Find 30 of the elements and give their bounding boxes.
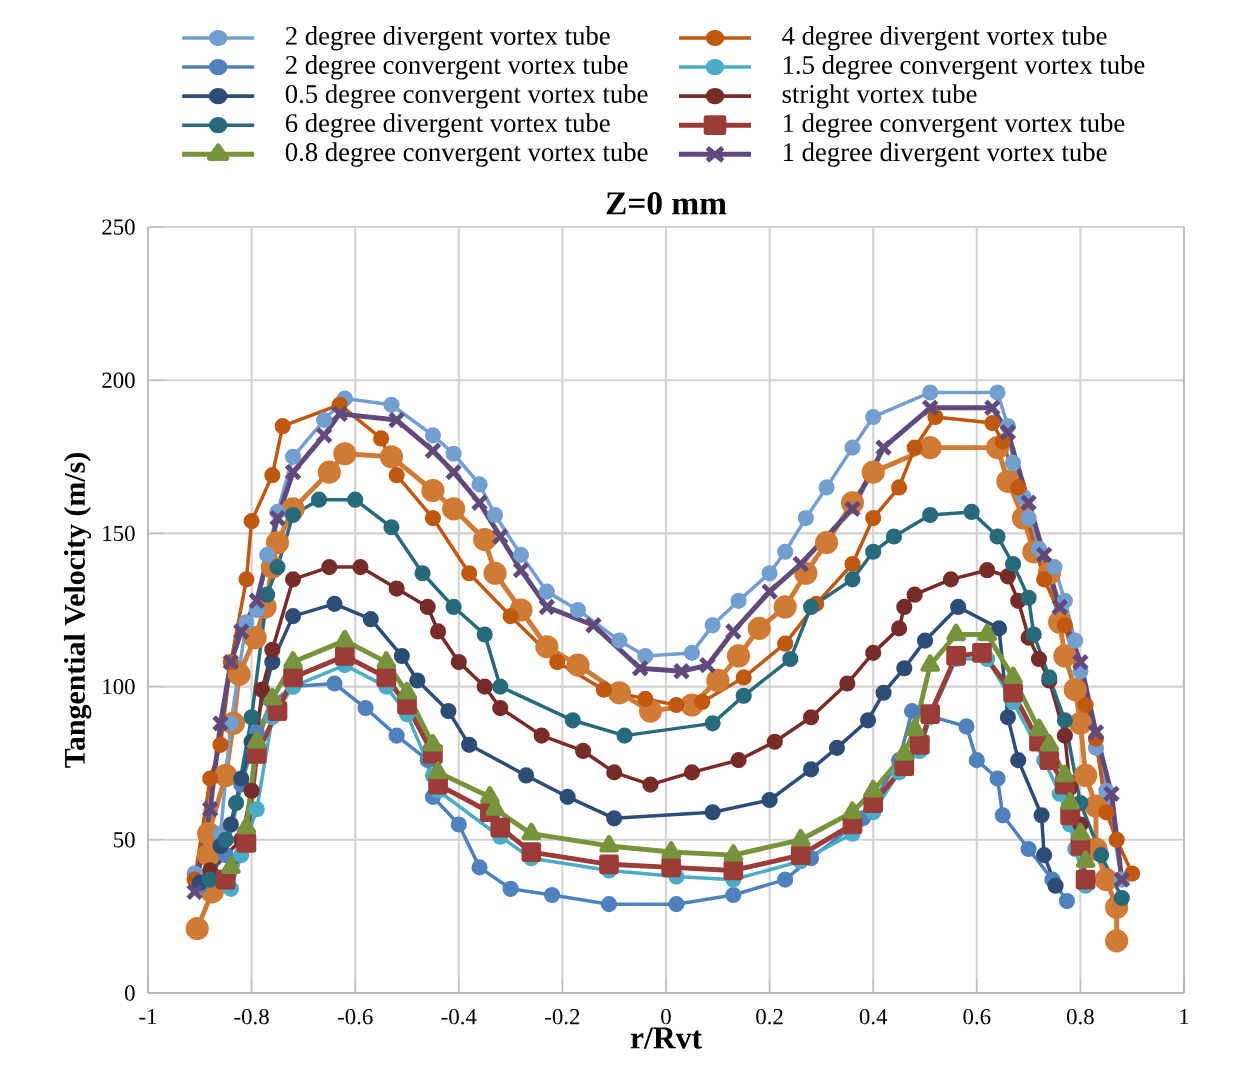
- x-tick-label: 0.2: [756, 1008, 783, 1025]
- legend-label: 0.5 degree convergent vortex tube: [285, 84, 648, 109]
- x-tick-label: -0.8: [234, 1008, 269, 1025]
- legend-label: 2 degree divergent vortex tube: [285, 26, 610, 51]
- x-axis-title: r/Rvt: [630, 1027, 702, 1049]
- y-tick-label: 50: [114, 832, 135, 848]
- legend-label: 6 degree divergent vortex tube: [285, 113, 610, 138]
- legend-label: 0.8 degree convergent vortex tube: [285, 142, 648, 167]
- x-tick-label: -0.2: [545, 1008, 580, 1025]
- x-tick-label: 0: [661, 1008, 671, 1025]
- y-tick-label: 0: [125, 985, 135, 1001]
- y-axis-title: Tangential Velocity (m/s): [63, 453, 92, 768]
- y-tick-label: 100: [103, 678, 135, 695]
- legend-label: 2 degree convergent vortex tube: [285, 55, 628, 80]
- y-tick-label: 150: [103, 525, 135, 542]
- x-tick-label: 0.8: [1067, 1008, 1094, 1025]
- legend-label: 1 degree convergent vortex tube: [783, 113, 1125, 138]
- x-tick-label: 0.4: [859, 1008, 888, 1025]
- x-tick-label: -1: [139, 1008, 157, 1025]
- legend-label: 1 degree divergent vortex tube: [783, 142, 1107, 167]
- y-tick-label: 200: [102, 372, 135, 388]
- legend-label: 4 degree divergent vortex tube: [782, 26, 1107, 51]
- x-tick-label: 1: [1180, 1008, 1189, 1025]
- legend-label: stright vortex tube: [782, 84, 977, 109]
- legend-label: 1.5 degree convergent vortex tube: [783, 55, 1145, 80]
- x-tick-label: -0.4: [441, 1008, 477, 1025]
- y-tick-label: 250: [102, 219, 135, 235]
- chart-title: Z=0 mm: [606, 192, 727, 215]
- x-tick-label: 0.6: [963, 1008, 991, 1025]
- x-tick-label: -0.6: [337, 1008, 373, 1025]
